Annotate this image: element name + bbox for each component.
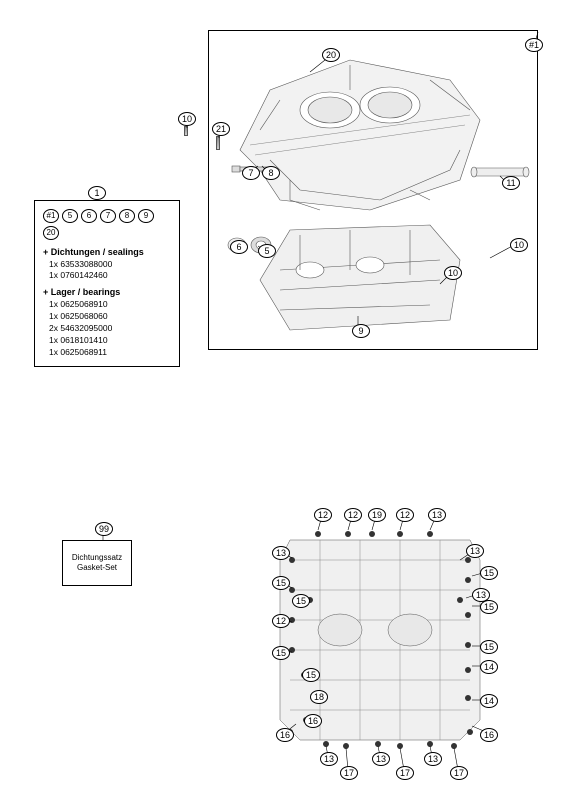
callout-c10a: 10 [178,112,196,126]
callout-c19: 19 [368,508,386,522]
gasket-label-en: Gasket-Set [63,563,131,573]
part-number: 1x 0625068910 [49,299,171,311]
callout-c13e: 13 [372,752,390,766]
callout-c12b: 12 [344,508,362,522]
axle-tube-drawing [470,162,530,182]
callout-c99: 99 [95,522,113,536]
info-circle: 7 [100,209,116,223]
sealings-heading: + Dichtungen / sealings [43,246,171,259]
callout-c5a: 5 [258,244,276,258]
info-box-circle-row: #1 5 6 7 8 9 20 [43,209,171,240]
pin-21-drawing [216,136,220,150]
callout-c15f: 15 [480,600,498,614]
callout-c13f: 13 [424,752,442,766]
callout-c12d: 12 [272,614,290,628]
callout-c15a: 15 [272,576,290,590]
callout-c10b: 10 [510,238,528,252]
callout-c21: 21 [212,122,230,136]
callout-c13c: 13 [466,544,484,558]
info-circle: 5 [62,209,78,223]
part-number: 1x 0625068911 [49,347,171,359]
part-number: 1x 0625068060 [49,311,171,323]
callout-c13d: 13 [320,752,338,766]
info-circle: 6 [81,209,97,223]
gasket-set-box: Dichtungssatz Gasket-Set [62,540,132,586]
engine-lower-case-drawing [250,220,470,340]
callout-c-hash1: #1 [525,38,543,52]
callout-c17a: 17 [340,766,358,780]
pin-10-drawing [184,126,188,136]
info-circle: 9 [138,209,154,223]
gasket-label-de: Dichtungssatz [63,553,131,563]
callout-c16c: 16 [480,728,498,742]
callout-c16b: 16 [276,728,294,742]
callout-c11: 11 [502,176,520,190]
callout-c10c: 10 [444,266,462,280]
callout-c20a: 20 [322,48,340,62]
bearings-heading: + Lager / bearings [43,286,171,299]
callout-c15d: 15 [302,668,320,682]
callout-c15c: 15 [272,646,290,660]
callout-c14a: 14 [480,694,498,708]
callout-c17c: 17 [450,766,468,780]
callout-c1box: 1 [88,186,106,200]
callout-c15g: 15 [480,566,498,580]
engine-upper-case-drawing [230,50,490,220]
info-circle: #1 [43,209,59,223]
callout-c13g: 13 [472,588,490,602]
callout-c18: 18 [310,690,328,704]
callout-c13a: 13 [428,508,446,522]
callout-c13b: 13 [272,546,290,560]
callout-c8a: 8 [262,166,280,180]
callout-c12a: 12 [314,508,332,522]
part-number: 1x 0760142460 [49,270,171,282]
part-number: 1x 0618101410 [49,335,171,347]
callout-c6a: 6 [230,240,248,254]
callout-c12c: 12 [396,508,414,522]
part-number: 1x 63533088000 [49,259,171,271]
callout-c7a: 7 [242,166,260,180]
parts-list-info-box: #1 5 6 7 8 9 20 + Dichtungen / sealings … [34,200,180,367]
callout-c15e: 15 [480,640,498,654]
crankcase-bottom-view-drawing [270,520,490,750]
callout-c15b: 15 [292,594,310,608]
callout-c16a: 16 [304,714,322,728]
part-number: 2x 54632095000 [49,323,171,335]
info-circle: 8 [119,209,135,223]
callout-c9a: 9 [352,324,370,338]
callout-c17b: 17 [396,766,414,780]
callout-c14b: 14 [480,660,498,674]
info-circle: 20 [43,226,59,240]
